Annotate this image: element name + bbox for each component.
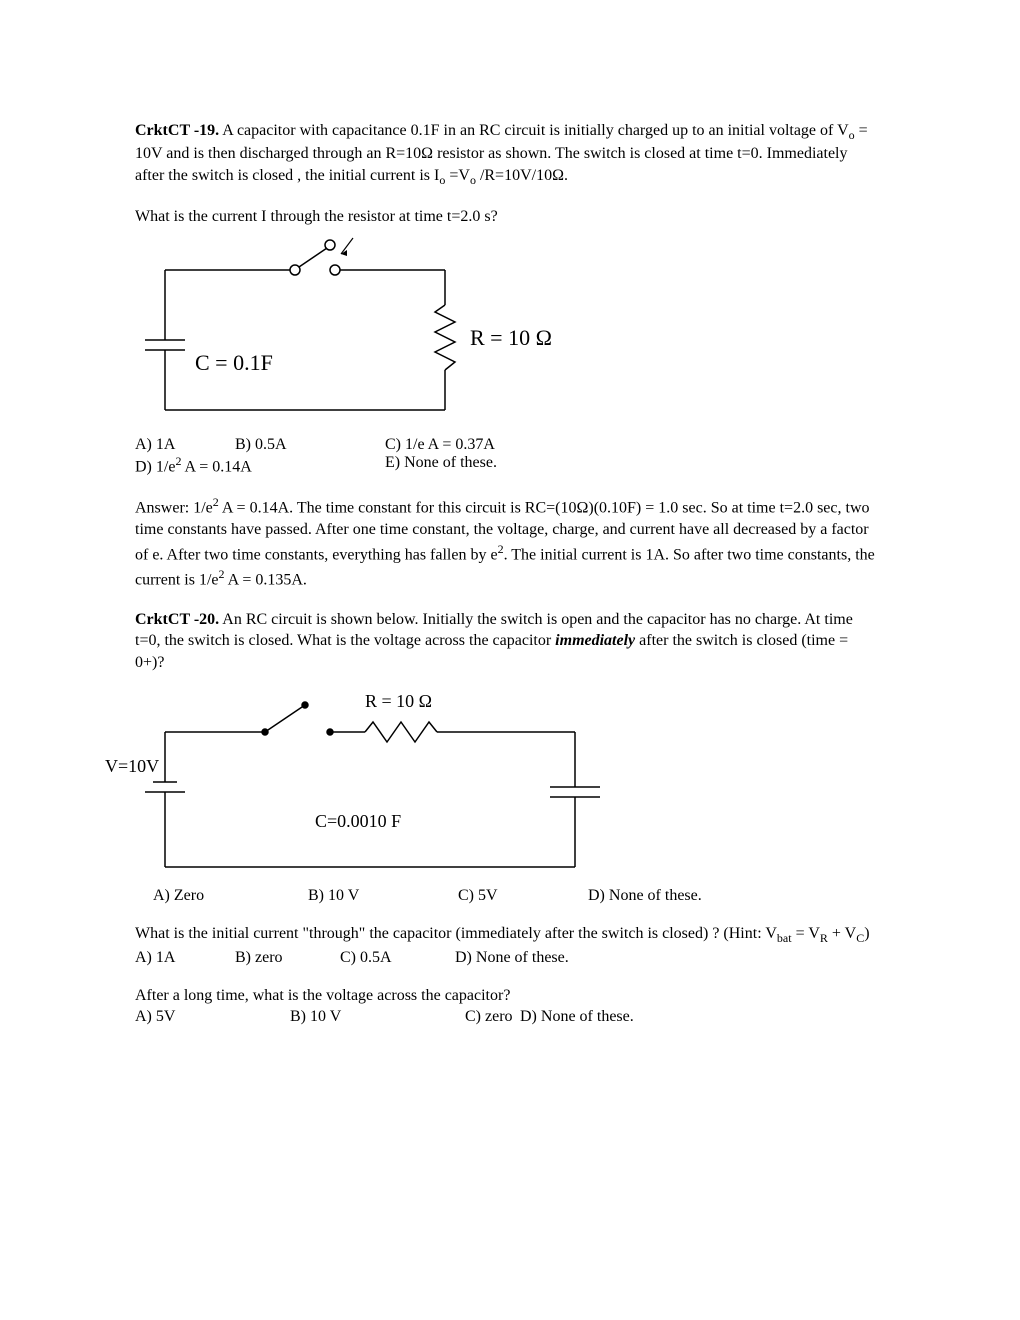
q20-r-label: R = 10 Ω — [365, 691, 432, 711]
q20-options-2: A) 1A B) zero C) 0.5A D) None of these. — [135, 949, 880, 967]
q20-emph: immediately — [555, 632, 635, 649]
q19-answer: Answer: 1/e2 A = 0.14A. The time constan… — [135, 494, 880, 590]
q19-opt-d-pre: D) 1/e — [135, 458, 175, 475]
q20-q3: After a long time, what is the voltage a… — [135, 985, 880, 1007]
page: CrktCT -19. A capacitor with capacitance… — [0, 0, 1020, 1126]
q20-q2-a: What is the initial current "through" th… — [135, 925, 777, 942]
q19-opt-a: A) 1A — [135, 436, 235, 454]
q20-2-a: A) 1A — [135, 949, 235, 967]
q20-q2: What is the initial current "through" th… — [135, 923, 880, 946]
q20-1-a: A) Zero — [153, 887, 308, 905]
q19-ans-c: A = 0.135A. — [225, 571, 307, 588]
q20-options-3: A) 5V B) 10 V C) zeroD) None of these. — [135, 1008, 880, 1026]
q19-opt-e: E) None of these. — [385, 454, 497, 476]
q19-intro-c: =V — [445, 167, 470, 184]
q20-1-b: B) 10 V — [308, 887, 458, 905]
q20-q2-d: ) — [864, 925, 869, 942]
q20-options-1: A) Zero B) 10 V C) 5V D) None of these. — [135, 887, 880, 905]
q19-circuit-diagram: C = 0.1F R = 10 Ω — [135, 230, 605, 430]
q20-3-a: A) 5V — [135, 1008, 290, 1026]
q19-opt-c: C) 1/e A = 0.37A — [385, 436, 495, 454]
sub-c: C — [856, 932, 864, 946]
q20-intro: CrktCT -20. An RC circuit is shown below… — [135, 609, 880, 674]
q20-3-b: B) 10 V — [290, 1008, 465, 1026]
sub-bat: bat — [777, 932, 792, 946]
q20-2-d: D) None of these. — [455, 949, 569, 967]
q19-ans-pre: Answer: 1/e — [135, 500, 213, 517]
q19-title: CrktCT -19. — [135, 122, 219, 139]
q20-q2-c: + V — [828, 925, 856, 942]
q20-2-b: B) zero — [235, 949, 340, 967]
q20-1-c: C) 5V — [458, 887, 588, 905]
q19-intro-a: A capacitor with capacitance 0.1F in an … — [219, 122, 848, 139]
q20-1-d: D) None of these. — [588, 887, 702, 905]
q19-intro: CrktCT -19. A capacitor with capacitance… — [135, 120, 880, 188]
q20-circuit-diagram: V=10V R = 10 Ω C=0.0010 F — [105, 677, 665, 887]
q19-opt-d: D) 1/e2 A = 0.14A — [135, 454, 385, 476]
q19-opt-b: B) 0.5A — [235, 436, 385, 454]
q19-c-label: C = 0.1F — [195, 350, 273, 375]
q20-q2-b: = V — [792, 925, 820, 942]
q20-3-d: D) None of these. — [520, 1008, 634, 1026]
q19-ask: What is the current I through the resist… — [135, 206, 880, 228]
sub-r: R — [820, 932, 828, 946]
q20-c-label: C=0.0010 F — [315, 811, 401, 831]
q19-opt-d-post: A = 0.14A — [181, 458, 251, 475]
q20-2-c: C) 0.5A — [340, 949, 455, 967]
q19-r-label: R = 10 Ω — [470, 325, 552, 350]
q19-intro-d: /R=10V/10Ω. — [476, 167, 568, 184]
q20-title: CrktCT -20. — [135, 611, 219, 628]
q20-3-c: C) zero — [465, 1008, 520, 1026]
q20-v-label: V=10V — [105, 756, 159, 776]
q19-options: A) 1A B) 0.5A C) 1/e A = 0.37A D) 1/e2 A… — [135, 436, 880, 476]
